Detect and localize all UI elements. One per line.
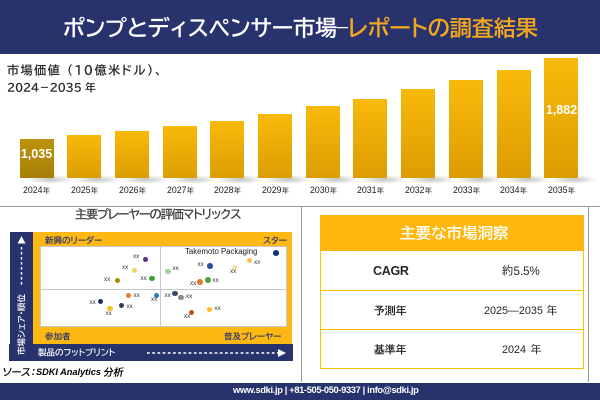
svg-text:2024: 2024 — [502, 344, 526, 356]
svg-text:2031: 2031 — [357, 185, 377, 195]
svg-text:2030: 2030 — [310, 185, 330, 195]
svg-text:2024: 2024 — [23, 185, 43, 195]
svg-text:5.5%: 5.5% — [514, 266, 540, 278]
svg-text:2027: 2027 — [167, 185, 187, 195]
svg-text:2025: 2025 — [71, 185, 91, 195]
svg-text:2025—2035: 2025—2035 — [484, 305, 543, 317]
svg-text:2034: 2034 — [500, 185, 520, 195]
svg-text:2035: 2035 — [548, 185, 568, 195]
svg-text:2028: 2028 — [214, 185, 234, 195]
svg-text:2032: 2032 — [405, 185, 425, 195]
svg-text:2033: 2033 — [453, 185, 473, 195]
svg-text:2026: 2026 — [119, 185, 139, 195]
svg-text:2029: 2029 — [262, 185, 282, 195]
